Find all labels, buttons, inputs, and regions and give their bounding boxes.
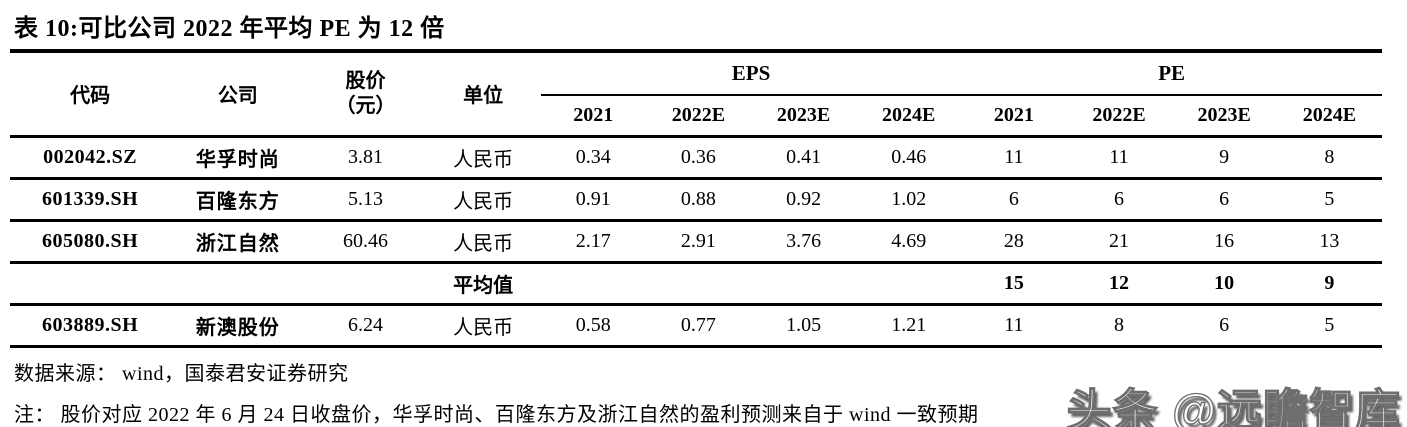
pe-year-2021: 2021 (961, 95, 1067, 138)
stock-code: 601339.SH (10, 178, 171, 222)
eps-2024e: 1.21 (856, 304, 962, 348)
company-name: 百隆东方 (170, 178, 306, 222)
currency-unit: 人民币 (425, 136, 541, 180)
currency-unit: 人民币 (425, 304, 541, 348)
company-name: 新澳股份 (170, 304, 306, 348)
pe-year-2024e: 2024E (1276, 95, 1382, 138)
company-name: 华孚时尚 (170, 136, 306, 180)
eps-2024e (856, 262, 962, 306)
col-header-company: 公司 (170, 51, 306, 138)
company-name: 浙江自然 (170, 220, 306, 264)
eps-year-2022e: 2022E (645, 95, 751, 138)
stock-code: 002042.SZ (10, 136, 171, 180)
pe-2024e: 9 (1276, 262, 1382, 306)
eps-2022e: 0.88 (645, 178, 751, 222)
pe-2022e: 6 (1066, 178, 1172, 222)
eps-2023e: 1.05 (751, 304, 857, 348)
eps-2024e: 1.02 (856, 178, 962, 222)
pe-year-2022e: 2022E (1066, 95, 1172, 138)
eps-2023e: 0.41 (751, 136, 857, 180)
pe-2021: 11 (961, 136, 1067, 180)
col-header-price-line2: （元） (335, 94, 396, 117)
pe-2021: 15 (961, 262, 1067, 306)
pe-2023e: 6 (1171, 178, 1277, 222)
table-title: 表 10:可比公司 2022 年平均 PE 为 12 倍 (14, 16, 445, 42)
group-header-row: 代码 公司 股价 （元） 单位 EPS PE (10, 51, 1382, 138)
col-header-unit: 单位 (425, 51, 541, 138)
report-table-page: 表 10:可比公司 2022 年平均 PE 为 12 倍 代码 公司 股价 （元… (0, 8, 1407, 427)
eps-2021: 0.58 (540, 304, 646, 348)
watermark-toutiao-yuanzhan: 头条 @远瞻智库 (1066, 384, 1401, 427)
eps-2022e: 0.77 (645, 304, 751, 348)
eps-year-2024e: 2024E (856, 95, 962, 138)
table-row-xinao: 603889.SH 新澳股份 6.24 人民币 0.58 0.77 1.05 1… (10, 304, 1382, 348)
pe-2021: 6 (961, 178, 1067, 222)
pe-2022e: 8 (1066, 304, 1172, 348)
pe-2023e: 9 (1171, 136, 1277, 180)
eps-2022e: 2.91 (645, 220, 751, 264)
eps-year-2023e: 2023E (751, 95, 857, 138)
eps-2024e: 4.69 (856, 220, 962, 264)
currency-unit: 人民币 (425, 220, 541, 264)
year-header-row: 2021 2022E 2023E 2024E 2021 2022E 2023E … (10, 95, 1382, 138)
table-row-huafu: 002042.SZ 华孚时尚 3.81 人民币 0.34 0.36 0.41 0… (10, 136, 1382, 180)
table-row-bailong: 601339.SH 百隆东方 5.13 人民币 0.91 0.88 0.92 1… (10, 178, 1382, 222)
comparable-companies-table: 代码 公司 股价 （元） 单位 EPS PE 2021 2022E 2023E … (10, 49, 1382, 348)
pe-2021: 28 (961, 220, 1067, 264)
group-header-pe: PE (961, 51, 1382, 96)
pe-2022e: 21 (1066, 220, 1172, 264)
pe-2021: 11 (961, 304, 1067, 348)
pe-2023e: 10 (1171, 262, 1277, 306)
pe-2023e: 6 (1171, 304, 1277, 348)
stock-code: 605080.SH (10, 220, 171, 264)
stock-price: 3.81 (305, 136, 426, 180)
pe-2022e: 12 (1066, 262, 1172, 306)
eps-2023e: 3.76 (751, 220, 857, 264)
pe-year-2023e: 2023E (1171, 95, 1277, 138)
stock-code (10, 262, 171, 306)
pe-2024e: 5 (1276, 178, 1382, 222)
col-header-price: 股价 （元） (305, 51, 426, 138)
eps-2022e: 0.36 (645, 136, 751, 180)
stock-price: 60.46 (305, 220, 426, 264)
footnote-line: 注： 股价对应 2022 年 6 月 24 日收盘价，华孚时尚、百隆东方及浙江自… (14, 403, 979, 426)
table-row-average: 平均值 15 12 10 9 (10, 262, 1382, 306)
col-header-price-line1: 股价 (345, 69, 386, 92)
eps-2022e (645, 262, 751, 306)
stock-price: 5.13 (305, 178, 426, 222)
pe-2023e: 16 (1171, 220, 1277, 264)
eps-2023e (751, 262, 857, 306)
eps-2021: 2.17 (540, 220, 646, 264)
eps-2024e: 0.46 (856, 136, 962, 180)
group-header-eps: EPS (540, 51, 962, 96)
eps-2023e: 0.92 (751, 178, 857, 222)
pe-2022e: 11 (1066, 136, 1172, 180)
col-header-code: 代码 (10, 51, 171, 138)
stock-price (305, 262, 426, 306)
eps-year-2021: 2021 (540, 95, 646, 138)
eps-2021: 0.91 (540, 178, 646, 222)
pe-2024e: 8 (1276, 136, 1382, 180)
stock-code: 603889.SH (10, 304, 171, 348)
average-label: 平均值 (425, 262, 541, 306)
stock-price: 6.24 (305, 304, 426, 348)
eps-2021: 0.34 (540, 136, 646, 180)
pe-2024e: 13 (1276, 220, 1382, 264)
currency-unit: 人民币 (425, 178, 541, 222)
data-source-line: 数据来源： wind，国泰君安证券研究 (14, 362, 349, 385)
table-row-zhejiang: 605080.SH 浙江自然 60.46 人民币 2.17 2.91 3.76 … (10, 220, 1382, 264)
eps-2021 (540, 262, 646, 306)
pe-2024e: 5 (1276, 304, 1382, 348)
company-name (170, 262, 306, 306)
